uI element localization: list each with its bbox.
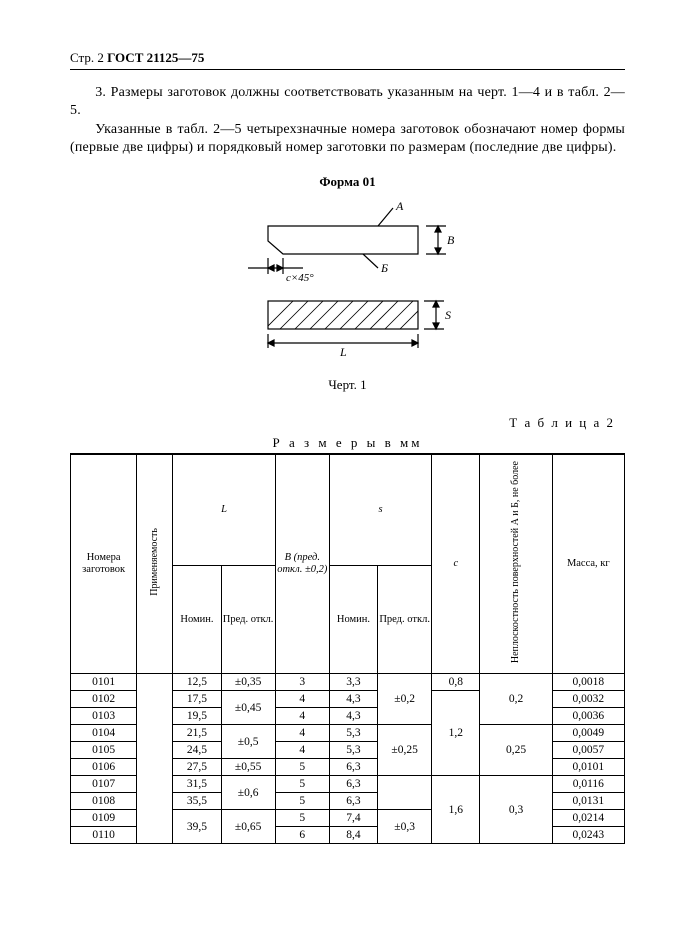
label-L: L	[339, 345, 347, 359]
label-Bcyr: Б	[380, 261, 388, 275]
form-title: Форма 01	[70, 174, 625, 190]
th-L-nomin: Номин.	[173, 565, 221, 673]
th-apply: Применяемость	[137, 454, 173, 674]
table-number: Т а б л и ц а 2	[70, 415, 625, 431]
th-L: L	[173, 454, 275, 565]
th-num: Номера заготовок	[71, 454, 137, 674]
th-s-nomin: Номин.	[329, 565, 377, 673]
paragraph-2: Указанные в табл. 2—5 четырехзначные ном…	[70, 121, 625, 156]
th-s-pred: Пред. откл.	[378, 565, 432, 673]
page-header: Стр. 2 ГОСТ 21125—75	[70, 50, 625, 70]
label-c45: c×45°	[286, 272, 314, 284]
th-flat: Неплоскостность поверхностей А и Б, не б…	[480, 454, 552, 674]
label-B: B	[447, 233, 455, 247]
technical-drawing: А B Б c×45°	[70, 196, 625, 371]
page-number: Стр. 2	[70, 50, 104, 65]
drawing-caption: Черт. 1	[70, 377, 625, 393]
th-B: B (пред. откл. ±0,2)	[275, 454, 329, 674]
table-row: 0101 12,5 ±0,35 3 3,3 ±0,2 0,8 0,2 0,001…	[71, 674, 625, 691]
paragraph-1: 3. Размеры заготовок должны соответствов…	[70, 84, 625, 119]
spec-code: ГОСТ 21125—75	[107, 50, 204, 65]
th-s: s	[329, 454, 431, 565]
dimensions-table: Номера заготовок Применяемость L B (пред…	[70, 453, 625, 844]
label-A: А	[395, 199, 404, 213]
th-L-pred: Пред. откл.	[221, 565, 275, 673]
th-mass: Масса, кг	[552, 454, 624, 674]
label-S: S	[445, 308, 451, 322]
th-c: c	[432, 454, 480, 674]
table-caption: Р а з м е р ы в мм	[70, 435, 625, 451]
